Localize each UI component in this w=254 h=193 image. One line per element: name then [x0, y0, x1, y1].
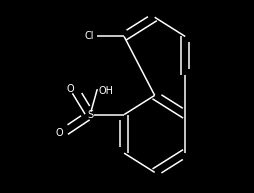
Text: O: O	[66, 84, 74, 94]
Text: S: S	[87, 110, 93, 120]
Text: Cl: Cl	[84, 31, 93, 41]
Text: O: O	[55, 128, 63, 138]
Text: OH: OH	[98, 86, 113, 96]
